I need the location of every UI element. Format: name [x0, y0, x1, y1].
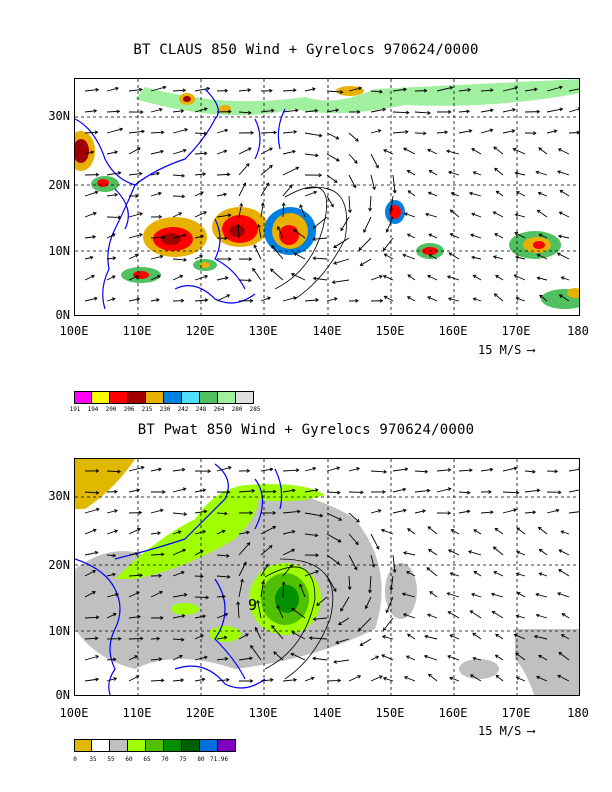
panel2-color-legend — [74, 739, 236, 752]
legend-label: 285 — [249, 406, 261, 413]
panel2-ylabel: 10N — [48, 624, 70, 638]
panel2-legend-labels: 0 35 55 60 65 70 75 80 71.96 — [66, 756, 228, 763]
legend-label: 206 — [123, 406, 135, 413]
legend-swatch — [164, 739, 182, 752]
legend-label: 280 — [231, 406, 243, 413]
panel2-xlabel: 180 — [567, 706, 589, 720]
legend-swatch — [236, 391, 254, 404]
claus-map-panel — [74, 78, 580, 316]
panel1-title: BT CLAUS 850 Wind + Gyrelocs 970624/0000 — [133, 42, 479, 58]
legend-swatch — [74, 739, 92, 752]
claus-map-graphics — [75, 79, 579, 315]
panel1-xlabel: 130E — [248, 324, 278, 338]
panel2-xlabel: 140E — [312, 706, 342, 720]
panel1-xlabel: 140E — [312, 324, 342, 338]
panel1-ylabel: 30N — [48, 109, 70, 123]
gyre-streamlines — [264, 558, 334, 680]
coastlines — [75, 88, 286, 310]
legend-label: 80 — [197, 756, 205, 763]
reference-vector-label: 15 M/S — [478, 724, 522, 738]
panel2-ylabel: 30N — [48, 489, 70, 503]
panel2-xlabel: 160E — [438, 706, 468, 720]
panel2-xlabel: 120E — [185, 706, 215, 720]
legend-swatch — [146, 391, 164, 404]
panel2-xlabel: 150E — [375, 706, 405, 720]
panel1-xlabel: 100E — [59, 324, 89, 338]
panel1-xlabel: 150E — [375, 324, 405, 338]
panel1-color-legend — [74, 391, 254, 404]
panel2-xlabel: 100E — [59, 706, 89, 720]
legend-label: 264 — [213, 406, 225, 413]
legend-swatch — [110, 739, 128, 752]
lat-lon-grid — [75, 79, 579, 315]
panel1-xlabel: 120E — [185, 324, 215, 338]
legend-swatch — [74, 391, 92, 404]
panel1-ylabel: 10N — [48, 244, 70, 258]
panel2-ylabel: 0N — [55, 688, 70, 702]
legend-label: 200 — [105, 406, 117, 413]
legend-label: 71.96 — [210, 756, 229, 763]
reference-arrow-icon: ⟶ — [527, 724, 535, 738]
legend-swatch — [200, 739, 218, 752]
reference-vector-label: 15 M/S — [478, 343, 522, 357]
pwat-map-panel — [74, 458, 580, 696]
legend-swatch — [182, 391, 200, 404]
gyre-streamlines — [274, 186, 347, 300]
panel1-xlabel: 160E — [438, 324, 468, 338]
legend-swatch — [110, 391, 128, 404]
legend-label: 35 — [89, 756, 97, 763]
panel2-xlabel: 170E — [501, 706, 531, 720]
panel1-xlabel: 180 — [567, 324, 589, 338]
legend-label: 215 — [141, 406, 153, 413]
panel1-legend-labels: 191 194 200 206 215 230 242 248 264 280 285 — [66, 406, 264, 413]
legend-swatch — [128, 739, 146, 752]
panel1-ylabel: 0N — [55, 308, 70, 322]
legend-label: 65 — [143, 756, 151, 763]
legend-label: 248 — [195, 406, 207, 413]
panel1-ylabel: 20N — [48, 178, 70, 192]
legend-label: 70 — [161, 756, 169, 763]
legend-label: 242 — [177, 406, 189, 413]
wind-vectors — [84, 465, 579, 683]
legend-label: 194 — [87, 406, 99, 413]
legend-swatch — [164, 391, 182, 404]
reference-arrow-icon: ⟶ — [527, 343, 535, 357]
wind-vectors — [84, 85, 579, 303]
legend-swatch — [218, 739, 236, 752]
legend-label: 0 — [73, 756, 77, 763]
panel2-xlabel: 130E — [248, 706, 278, 720]
legend-label: 60 — [125, 756, 133, 763]
legend-swatch — [128, 391, 146, 404]
panel1-reference-vector: 15 M/S ⟶ — [478, 343, 535, 357]
legend-label: 55 — [107, 756, 115, 763]
legend-label: 191 — [69, 406, 81, 413]
panel2-title: BT Pwat 850 Wind + Gyrelocs 970624/0000 — [137, 422, 475, 438]
legend-swatch — [218, 391, 236, 404]
legend-label: 75 — [179, 756, 187, 763]
legend-label: 230 — [159, 406, 171, 413]
legend-swatch — [92, 391, 110, 404]
lat-lon-grid — [75, 459, 579, 695]
panel2-reference-vector: 15 M/S ⟶ — [478, 724, 535, 738]
legend-swatch — [92, 739, 110, 752]
gyre-location-marker: 9 — [248, 596, 258, 614]
legend-swatch — [146, 739, 164, 752]
panel1-xlabel: 170E — [501, 324, 531, 338]
legend-swatch — [200, 391, 218, 404]
panel2-ylabel: 20N — [48, 558, 70, 572]
panel2-xlabel: 110E — [122, 706, 152, 720]
legend-swatch — [182, 739, 200, 752]
panel1-xlabel: 110E — [122, 324, 152, 338]
cloud-clusters — [75, 79, 579, 309]
pwat-map-graphics — [75, 459, 579, 695]
